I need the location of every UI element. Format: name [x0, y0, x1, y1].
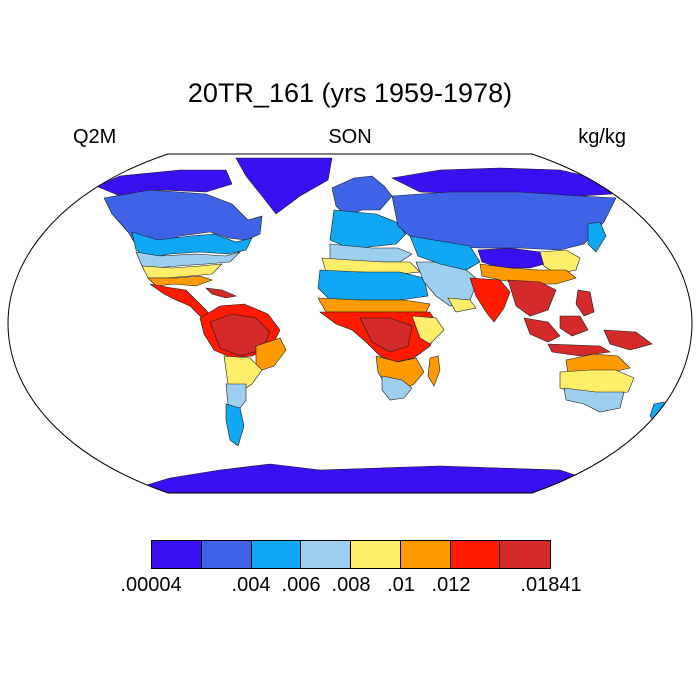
colorbar-box-2 [201, 541, 252, 568]
region-philippines [575, 289, 595, 317]
region-caribbean [205, 287, 238, 299]
region-patagonia [225, 403, 245, 447]
region-north-america-north [103, 189, 263, 249]
region-indonesia-1 [523, 317, 561, 343]
region-antarctica [129, 463, 591, 493]
region-asia-south-belt [479, 263, 577, 285]
region-southeast-asia [507, 279, 557, 317]
variable-label: Q2M [73, 126, 117, 148]
colorbar-box-3 [251, 541, 302, 568]
plot-title: 20TR_161 (yrs 1959-1978) [187, 78, 513, 108]
colorbar-box-7 [450, 541, 501, 568]
units-label: kg/kg [578, 126, 626, 148]
region-central-asia [409, 235, 481, 271]
region-east-africa [411, 315, 445, 345]
colorbar-tick-label: .006 [281, 574, 321, 596]
region-new-guinea [603, 329, 653, 351]
colorbar-tick-label: .008 [331, 574, 371, 596]
colorbar-box-8 [500, 541, 550, 568]
region-australia-south [563, 387, 625, 413]
colorbar-tick-label: .01 [387, 574, 415, 596]
region-china-east [539, 249, 581, 275]
region-madagascar [427, 355, 441, 387]
region-amazon [209, 313, 271, 357]
region-arabia-coast [447, 297, 477, 313]
colorbar-box-4 [301, 541, 351, 568]
region-europe-central [329, 209, 407, 249]
colorbar-tick-label: .00004 [120, 574, 182, 596]
colorbar-tick-label: .004 [231, 574, 271, 596]
colorbar-box-1 [152, 541, 202, 568]
region-japan [587, 221, 607, 253]
season-label: SON [328, 126, 372, 148]
region-india [469, 277, 511, 323]
colorbar-box-5 [351, 541, 401, 568]
region-africa-central [359, 317, 413, 353]
colorbar-box-6 [400, 541, 451, 568]
region-south-africa [381, 375, 413, 401]
colorbar [151, 540, 551, 569]
region-tibet [477, 247, 553, 269]
region-indonesia-2 [559, 315, 589, 337]
map-outline [7, 153, 693, 494]
colorbar-tick-label: .012 [431, 574, 471, 596]
region-greenland [235, 157, 333, 215]
region-sahara [317, 269, 429, 301]
colorbar-tick-label: .01841 [520, 574, 582, 596]
